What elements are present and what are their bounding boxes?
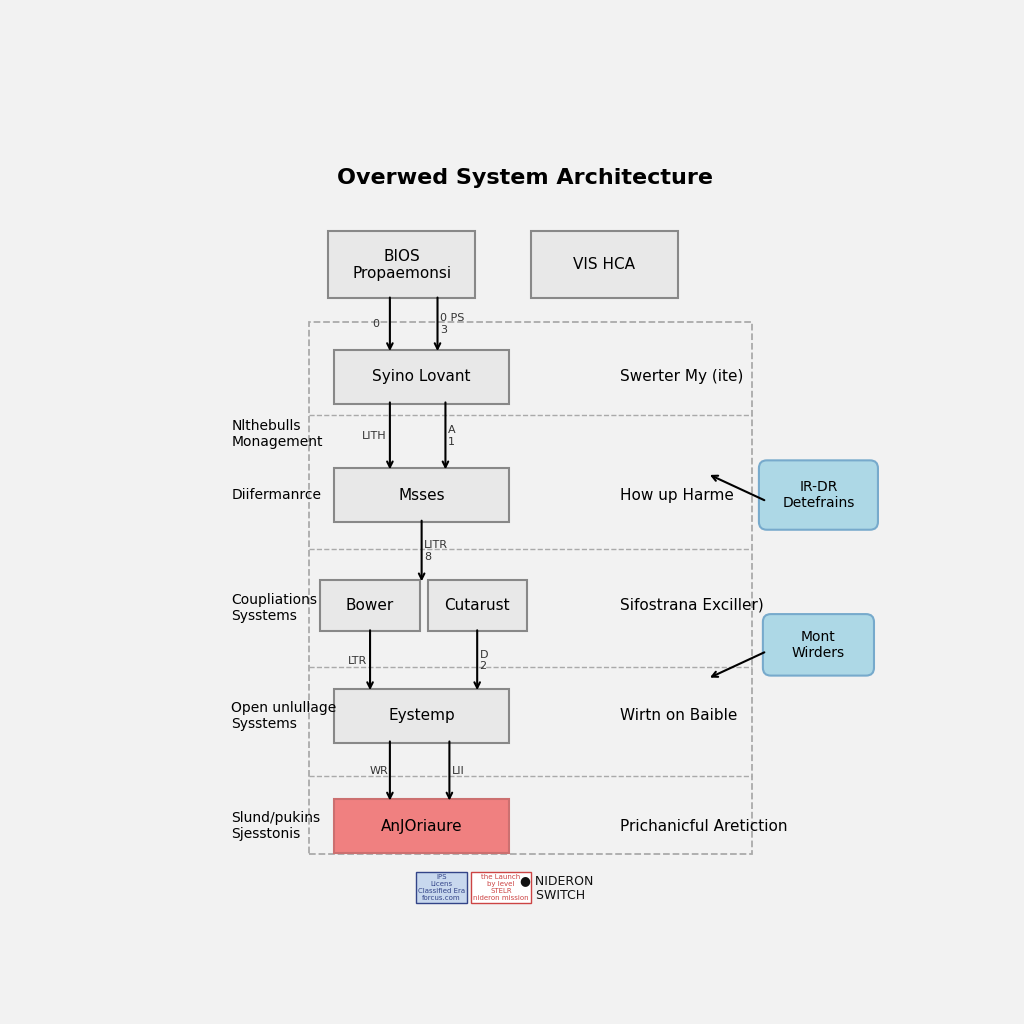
Text: ● NIDERON
  SWITCH: ● NIDERON SWITCH bbox=[520, 873, 593, 902]
Text: Swerter My (ite): Swerter My (ite) bbox=[620, 370, 743, 384]
Text: IPS
Licens
Classified Era
forcus.com: IPS Licens Classified Era forcus.com bbox=[418, 874, 465, 901]
FancyBboxPatch shape bbox=[428, 580, 526, 631]
Text: D
2: D 2 bbox=[479, 650, 488, 672]
FancyBboxPatch shape bbox=[530, 231, 678, 298]
Text: Open unlullage
Sysstems: Open unlullage Sysstems bbox=[231, 700, 337, 731]
Text: Overwed System Architecture: Overwed System Architecture bbox=[337, 168, 713, 188]
FancyBboxPatch shape bbox=[759, 461, 878, 529]
Text: LITH: LITH bbox=[362, 431, 387, 441]
Text: Coupliations
Sysstems: Coupliations Sysstems bbox=[231, 593, 317, 623]
Text: A
1: A 1 bbox=[447, 425, 456, 446]
Text: Diifermanrce: Diifermanrce bbox=[231, 488, 322, 502]
FancyBboxPatch shape bbox=[334, 689, 509, 742]
FancyBboxPatch shape bbox=[334, 468, 509, 522]
Text: VIS HCA: VIS HCA bbox=[573, 257, 635, 272]
Text: Sifostrana Exciller): Sifostrana Exciller) bbox=[620, 598, 764, 613]
Text: 0: 0 bbox=[373, 318, 380, 329]
Text: Wirtn on Baible: Wirtn on Baible bbox=[620, 709, 737, 723]
Text: 0 PS
3: 0 PS 3 bbox=[440, 313, 464, 335]
FancyBboxPatch shape bbox=[334, 800, 509, 853]
FancyBboxPatch shape bbox=[321, 580, 420, 631]
Text: Slund/pukins
Sjesstonis: Slund/pukins Sjesstonis bbox=[231, 811, 321, 842]
FancyBboxPatch shape bbox=[329, 231, 475, 298]
Text: the Launch
by level
STELR
nideron mission: the Launch by level STELR nideron missio… bbox=[473, 874, 528, 901]
FancyBboxPatch shape bbox=[763, 614, 874, 676]
Text: LTR: LTR bbox=[348, 655, 367, 666]
Text: Syino Lovant: Syino Lovant bbox=[373, 370, 471, 384]
Text: LITR
8: LITR 8 bbox=[424, 541, 449, 562]
Text: Nlthеbulls
Monagement: Nlthеbulls Monagement bbox=[231, 419, 323, 450]
Text: Mont
Wirders: Mont Wirders bbox=[792, 630, 845, 659]
Text: WR: WR bbox=[370, 766, 388, 776]
FancyBboxPatch shape bbox=[334, 350, 509, 403]
Text: Prichanicful Aretiction: Prichanicful Aretiction bbox=[620, 819, 787, 834]
Text: Cutarust: Cutarust bbox=[444, 598, 510, 613]
Text: IR-DR
Detefrains: IR-DR Detefrains bbox=[782, 480, 855, 510]
Text: BIOS
Propaemonsi: BIOS Propaemonsi bbox=[352, 249, 452, 281]
Text: AnJOriaure: AnJOriaure bbox=[381, 819, 463, 834]
Text: Bower: Bower bbox=[346, 598, 394, 613]
Bar bbox=[309, 322, 752, 854]
Text: LII: LII bbox=[452, 766, 465, 776]
Text: Eystemp: Eystemp bbox=[388, 709, 455, 723]
Text: How up Harme: How up Harme bbox=[620, 487, 734, 503]
Text: Msses: Msses bbox=[398, 487, 445, 503]
